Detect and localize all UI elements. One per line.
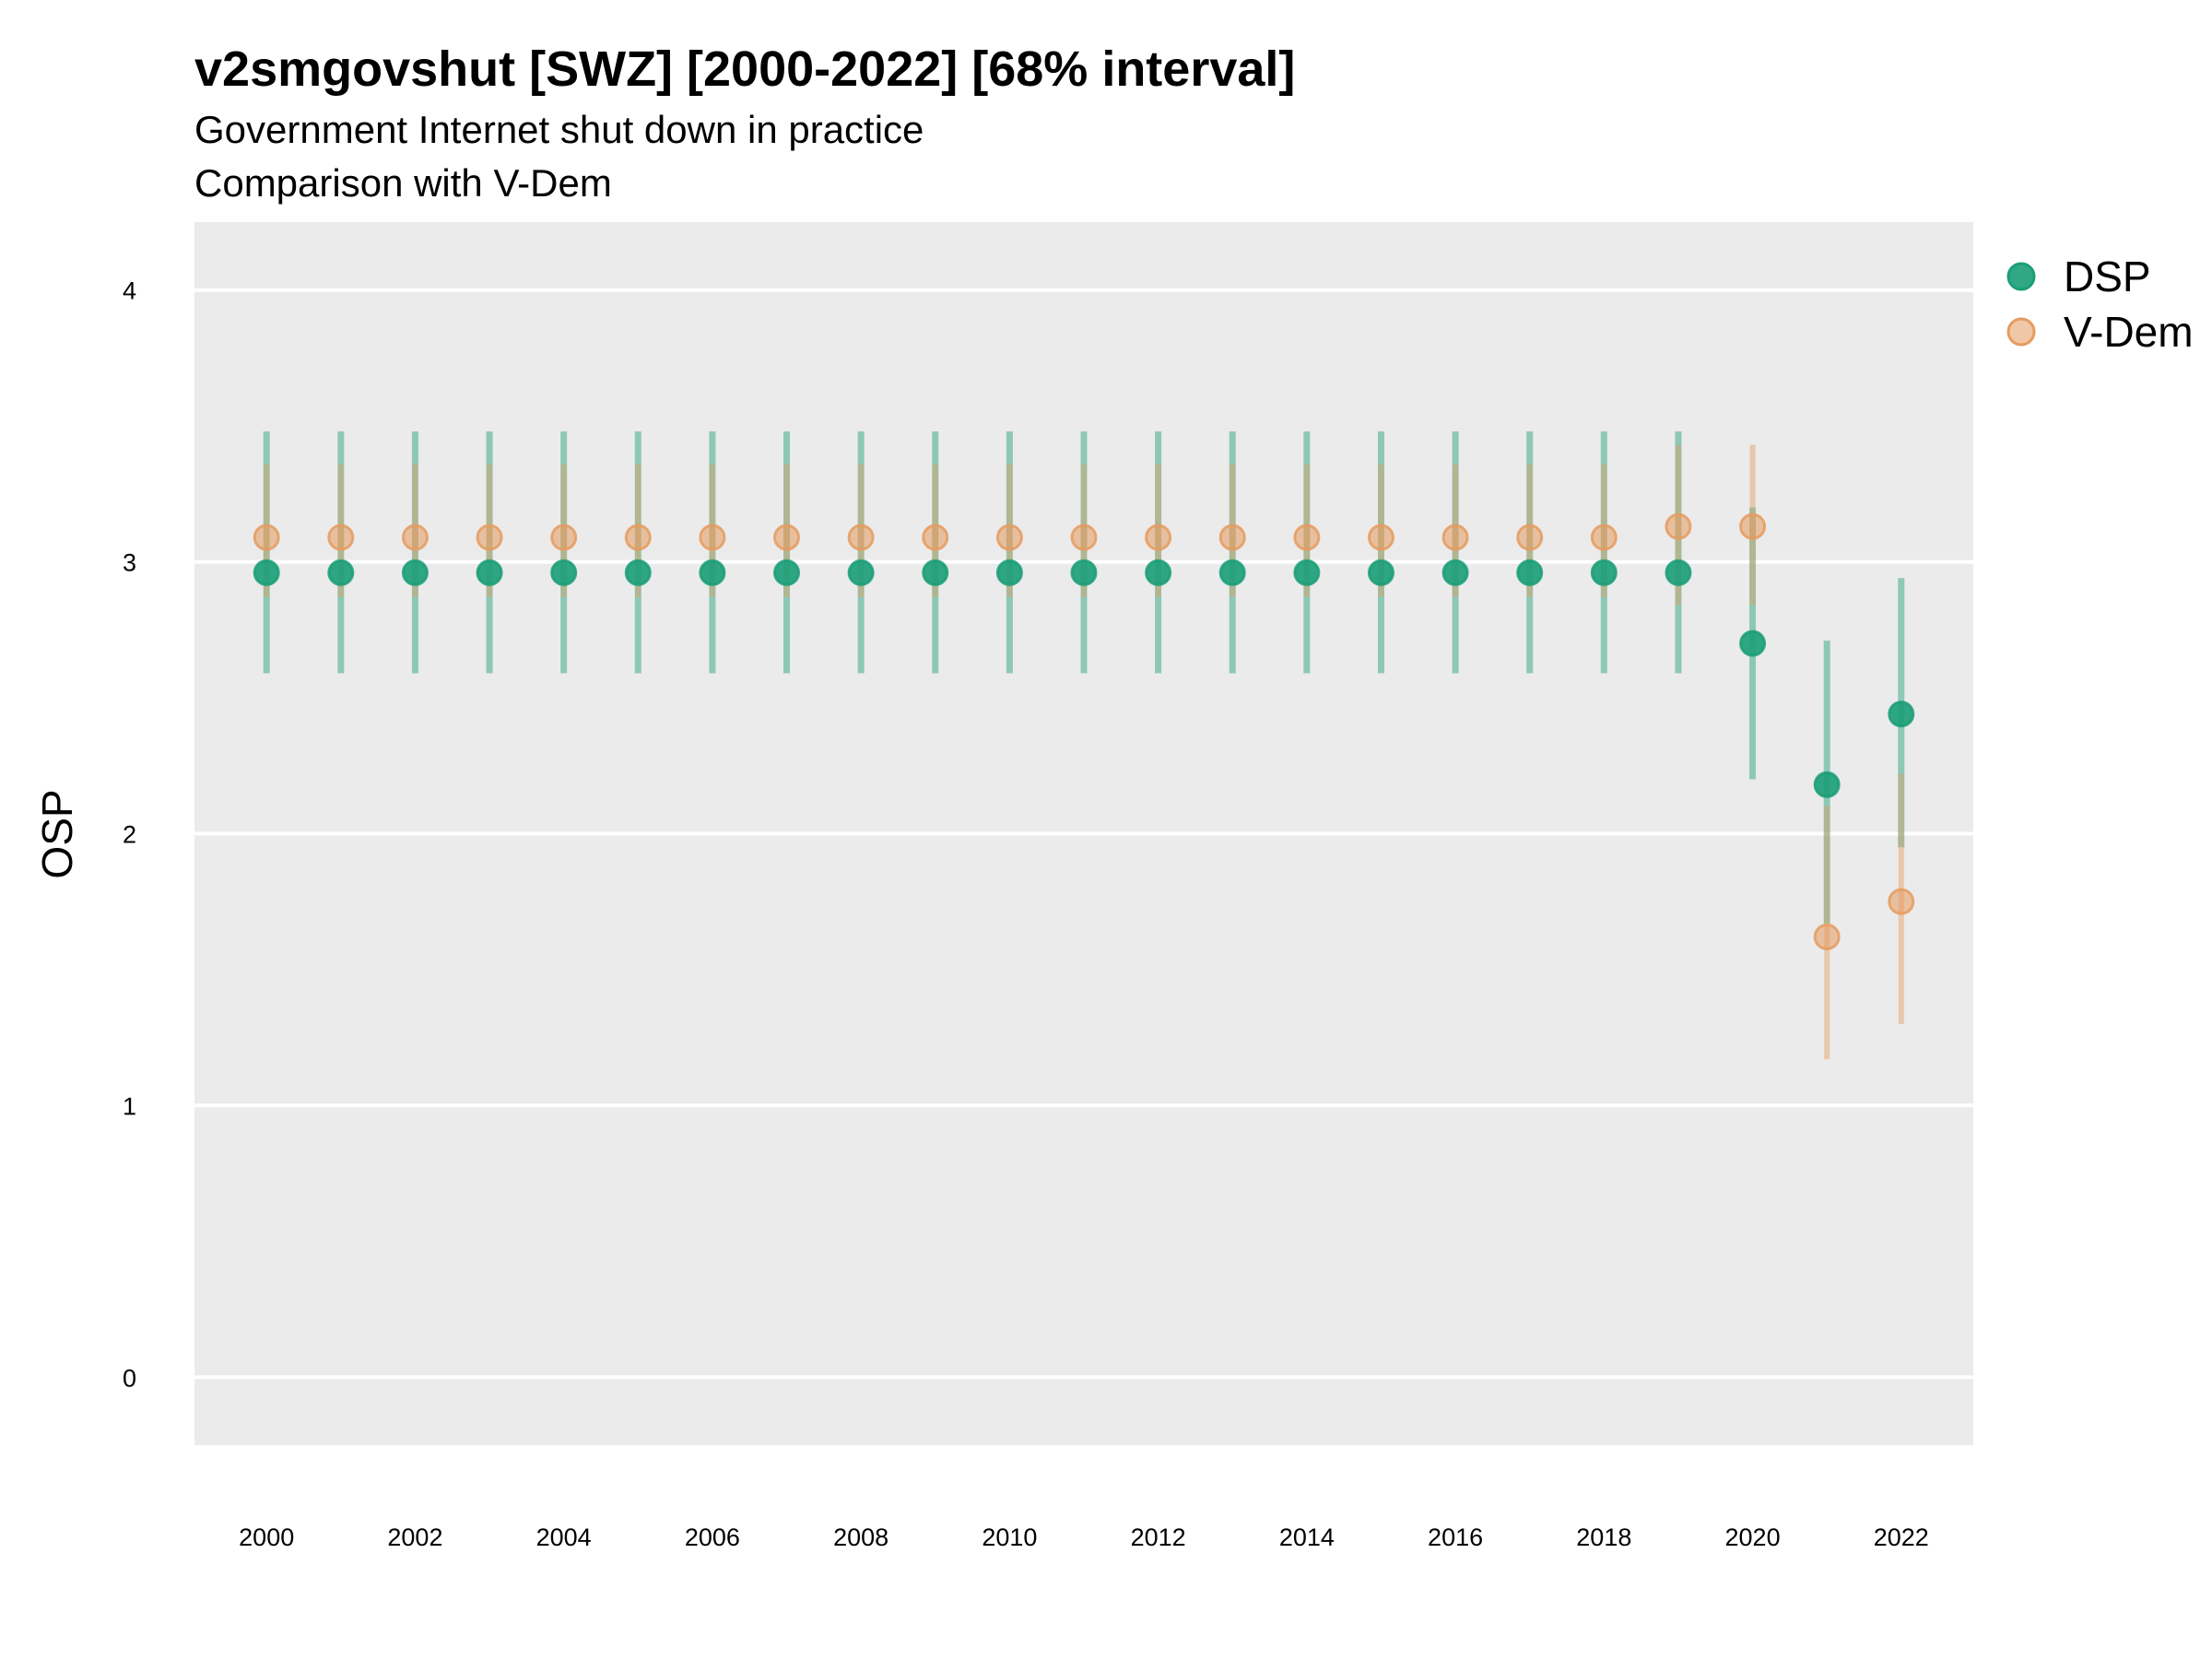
point-v-dem-2006 <box>699 524 726 551</box>
point-v-dem-2018 <box>1590 524 1618 551</box>
legend-vdem-label: V-Dem <box>2064 308 2194 356</box>
y-tick-label: 1 <box>123 1092 136 1120</box>
legend-vdem-marker <box>2006 317 2036 347</box>
point-v-dem-2011 <box>1070 524 1098 551</box>
point-v-dem-2005 <box>624 524 652 551</box>
point-v-dem-2003 <box>476 524 503 551</box>
point-dsp-2008 <box>847 559 875 586</box>
point-dsp-2010 <box>995 559 1023 586</box>
point-v-dem-2017 <box>1516 524 1544 551</box>
point-dsp-2012 <box>1145 559 1172 586</box>
point-v-dem-2000 <box>253 524 280 551</box>
point-dsp-2003 <box>476 559 503 586</box>
point-v-dem-2009 <box>922 524 949 551</box>
y-tick-label: 4 <box>123 277 136 305</box>
chart-subtitle: Government Internet shut down in practic… <box>194 108 924 151</box>
x-tick-label: 2022 <box>1874 1524 1929 1551</box>
interval-bars <box>263 431 1905 1060</box>
point-dsp-2018 <box>1590 559 1618 586</box>
point-v-dem-2007 <box>773 524 801 551</box>
x-tick-label: 2006 <box>685 1524 740 1551</box>
y-tick-label: 3 <box>123 549 136 577</box>
point-v-dem-2016 <box>1441 524 1469 551</box>
y-tick-label: 2 <box>123 821 136 849</box>
legend-dsp-marker <box>2006 262 2036 291</box>
point-v-dem-2013 <box>1218 524 1246 551</box>
x-tick-label: 2000 <box>239 1524 294 1551</box>
data-points <box>253 512 1915 951</box>
y-tick-label: 0 <box>123 1364 136 1392</box>
x-tick-label: 2010 <box>982 1524 1037 1551</box>
point-v-dem-2001 <box>327 524 355 551</box>
point-dsp-2005 <box>624 559 652 586</box>
chart-subtitle-2: Comparison with V-Dem <box>194 161 612 205</box>
point-v-dem-2021 <box>1813 924 1841 951</box>
point-v-dem-2010 <box>995 524 1023 551</box>
point-v-dem-2019 <box>1665 512 1692 540</box>
point-v-dem-2015 <box>1367 524 1394 551</box>
point-v-dem-2002 <box>401 524 429 551</box>
point-dsp-2000 <box>253 559 280 586</box>
x-tick-label: 2012 <box>1131 1524 1186 1551</box>
y-axis-ticks: 0 1 2 3 4 <box>123 277 136 1393</box>
x-tick-label: 2020 <box>1725 1524 1781 1551</box>
point-v-dem-2012 <box>1145 524 1172 551</box>
point-dsp-2019 <box>1665 559 1692 586</box>
point-dsp-2021 <box>1813 771 1841 798</box>
point-v-dem-2022 <box>1888 888 1915 915</box>
chart-title: v2smgovshut [SWZ] [2000-2022] [68% inter… <box>194 41 1295 97</box>
point-dsp-2009 <box>922 559 949 586</box>
legend-dsp-label: DSP <box>2064 253 2151 300</box>
point-dsp-2011 <box>1070 559 1098 586</box>
point-v-dem-2008 <box>847 524 875 551</box>
y-axis-title: OSP <box>33 789 81 878</box>
point-dsp-2013 <box>1218 559 1246 586</box>
legend: DSP V-Dem <box>2006 253 2194 356</box>
point-dsp-2001 <box>327 559 355 586</box>
point-v-dem-2004 <box>550 524 578 551</box>
point-v-dem-2014 <box>1293 524 1321 551</box>
point-dsp-2022 <box>1888 700 1915 728</box>
point-dsp-2006 <box>699 559 726 586</box>
x-axis-ticks: 2000 2002 2004 2006 2008 2010 2012 2014 2016 2018… <box>239 1524 1929 1551</box>
point-dsp-2017 <box>1516 559 1544 586</box>
x-tick-label: 2014 <box>1279 1524 1335 1551</box>
x-tick-label: 2018 <box>1576 1524 1631 1551</box>
point-dsp-2015 <box>1367 559 1394 586</box>
point-dsp-2004 <box>550 559 578 586</box>
point-dsp-2007 <box>773 559 801 586</box>
point-dsp-2020 <box>1739 629 1767 657</box>
x-tick-label: 2004 <box>536 1524 592 1551</box>
x-tick-label: 2002 <box>387 1524 442 1551</box>
point-v-dem-2020 <box>1739 512 1767 540</box>
x-tick-label: 2016 <box>1428 1524 1483 1551</box>
point-dsp-2014 <box>1293 559 1321 586</box>
point-dsp-2016 <box>1441 559 1469 586</box>
point-dsp-2002 <box>401 559 429 586</box>
x-tick-label: 2008 <box>833 1524 888 1551</box>
